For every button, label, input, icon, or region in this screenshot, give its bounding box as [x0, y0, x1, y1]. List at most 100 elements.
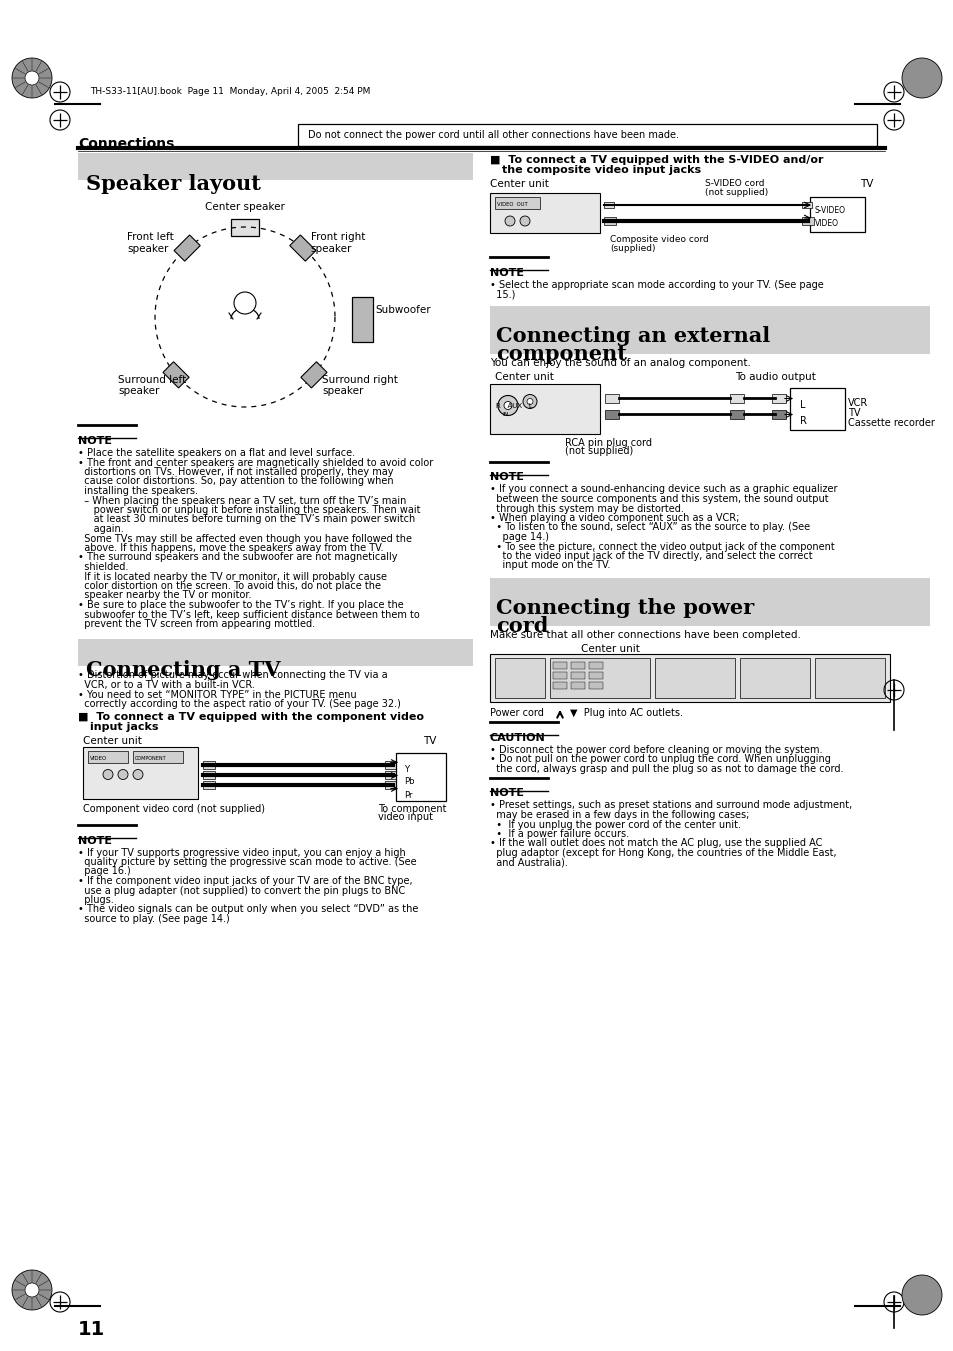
Bar — [490, 384, 599, 434]
Bar — [203, 781, 214, 789]
Text: TV: TV — [422, 736, 436, 747]
Text: NOTE: NOTE — [490, 473, 523, 482]
Text: power switch or unplug it before installing the speakers. Then wait: power switch or unplug it before install… — [78, 505, 420, 515]
Text: quality picture by setting the progressive scan mode to active. (See: quality picture by setting the progressi… — [78, 857, 416, 867]
Bar — [83, 747, 198, 798]
Text: NOTE: NOTE — [490, 789, 523, 798]
Text: • Disconnect the power cord before cleaning or moving the system.: • Disconnect the power cord before clean… — [490, 744, 821, 755]
Bar — [740, 658, 809, 698]
Text: • The surround speakers and the subwoofer are not magnetically: • The surround speakers and the subwoofe… — [78, 553, 397, 562]
Text: ■  To connect a TV equipped with the component video: ■ To connect a TV equipped with the comp… — [78, 712, 423, 723]
Text: page 14.): page 14.) — [490, 532, 548, 542]
Circle shape — [132, 770, 143, 780]
Bar — [603, 218, 616, 226]
Text: input jacks: input jacks — [90, 723, 158, 732]
Text: • If the component video input jacks of your TV are of the BNC type,: • If the component video input jacks of … — [78, 875, 413, 886]
Text: subwoofer to the TV’s left, keep sufficient distance between them to: subwoofer to the TV’s left, keep suffici… — [78, 609, 419, 620]
Text: Make sure that all other connections have been completed.: Make sure that all other connections hav… — [490, 630, 800, 640]
Circle shape — [522, 394, 537, 408]
Bar — [801, 218, 813, 226]
Text: source to play. (See page 14.): source to play. (See page 14.) — [78, 915, 230, 924]
Bar — [550, 658, 649, 698]
Text: • The front and center speakers are magnetically shielded to avoid color: • The front and center speakers are magn… — [78, 458, 433, 467]
Text: the composite video input jacks: the composite video input jacks — [501, 165, 700, 176]
Text: Center speaker: Center speaker — [205, 203, 285, 212]
Bar — [801, 203, 811, 208]
Circle shape — [504, 216, 515, 226]
Text: To audio output: To audio output — [734, 372, 815, 381]
Text: • To listen to the sound, select “AUX” as the source to play. (See: • To listen to the sound, select “AUX” a… — [490, 523, 809, 532]
Bar — [203, 770, 214, 778]
Circle shape — [519, 216, 530, 226]
Bar — [88, 751, 128, 762]
Text: correctly according to the aspect ratio of your TV. (See page 32.): correctly according to the aspect ratio … — [78, 698, 400, 709]
Text: input mode on the TV.: input mode on the TV. — [490, 561, 610, 570]
Bar — [495, 658, 544, 698]
Text: Pr: Pr — [403, 790, 412, 800]
Bar — [352, 297, 373, 342]
Text: Center unit: Center unit — [495, 372, 554, 381]
Circle shape — [526, 399, 533, 404]
Polygon shape — [290, 235, 315, 261]
Text: Connecting an external: Connecting an external — [496, 326, 769, 346]
Bar — [553, 671, 566, 680]
Bar — [490, 654, 889, 703]
Bar — [729, 409, 743, 419]
Bar — [395, 753, 446, 801]
Bar — [655, 658, 734, 698]
Text: Center unit: Center unit — [490, 178, 548, 189]
Text: • You need to set “MONITOR TYPE” in the PICTURE menu: • You need to set “MONITOR TYPE” in the … — [78, 689, 356, 700]
Text: • When playing a video component such as a VCR;: • When playing a video component such as… — [490, 513, 739, 523]
Circle shape — [12, 58, 52, 99]
Text: NOTE: NOTE — [490, 267, 523, 278]
Bar — [571, 682, 584, 689]
Text: (supplied): (supplied) — [609, 245, 655, 253]
Text: may be erased in a few days in the following cases;: may be erased in a few days in the follo… — [490, 811, 749, 820]
Bar — [588, 662, 602, 669]
Text: • Place the satellite speakers on a flat and level surface.: • Place the satellite speakers on a flat… — [78, 449, 355, 458]
Text: Front right
speaker: Front right speaker — [311, 232, 365, 254]
Text: use a plug adapter (not supplied) to convert the pin plugs to BNC: use a plug adapter (not supplied) to con… — [78, 885, 405, 896]
Text: If it is located nearby the TV or monitor, it will probably cause: If it is located nearby the TV or monito… — [78, 571, 387, 581]
Text: TH-S33-11[AU].book  Page 11  Monday, April 4, 2005  2:54 PM: TH-S33-11[AU].book Page 11 Monday, April… — [90, 86, 370, 96]
Text: CAUTION: CAUTION — [490, 734, 545, 743]
Polygon shape — [163, 362, 189, 388]
Bar — [553, 662, 566, 669]
Text: plug adaptor (except for Hong Kong, the countries of the Middle East,: plug adaptor (except for Hong Kong, the … — [490, 848, 836, 858]
Text: color distortion on the screen. To avoid this, do not place the: color distortion on the screen. To avoid… — [78, 581, 380, 590]
Text: the cord, always grasp and pull the plug so as not to damage the cord.: the cord, always grasp and pull the plug… — [490, 765, 842, 774]
Text: VCR: VCR — [847, 397, 867, 408]
Text: speaker nearby the TV or monitor.: speaker nearby the TV or monitor. — [78, 590, 252, 600]
Polygon shape — [173, 235, 200, 261]
Bar — [203, 761, 214, 769]
Circle shape — [497, 396, 517, 416]
Text: (not supplied): (not supplied) — [564, 446, 633, 457]
Text: RCA pin plug cord: RCA pin plug cord — [564, 438, 651, 447]
Text: Composite video cord: Composite video cord — [609, 235, 708, 245]
Text: plugs.: plugs. — [78, 894, 113, 905]
Text: Connecting the power: Connecting the power — [496, 598, 753, 617]
Text: and Australia).: and Australia). — [490, 858, 567, 867]
Text: VIDEO  OUT: VIDEO OUT — [497, 203, 527, 207]
Bar — [588, 671, 602, 680]
Bar — [78, 153, 473, 180]
Text: You can enjoy the sound of an analog component.: You can enjoy the sound of an analog com… — [490, 358, 750, 367]
Bar — [789, 388, 844, 430]
Text: • If your TV supports progressive video input, you can enjoy a high: • If your TV supports progressive video … — [78, 847, 405, 858]
Text: R   AUX   L: R AUX L — [496, 404, 532, 409]
Bar — [771, 393, 785, 403]
Text: VCR, or to a TV with a built-in VCR.: VCR, or to a TV with a built-in VCR. — [78, 680, 254, 690]
Text: Pb: Pb — [403, 777, 414, 786]
Text: NOTE: NOTE — [78, 436, 112, 446]
Text: Surround right
speaker: Surround right speaker — [321, 374, 397, 396]
Bar — [132, 751, 183, 762]
Text: Speaker layout: Speaker layout — [86, 174, 260, 195]
Text: • Distortion of picture may occur when connecting the TV via a: • Distortion of picture may occur when c… — [78, 670, 387, 681]
Text: COMPONENT: COMPONENT — [135, 755, 167, 761]
Bar — [571, 671, 584, 680]
Bar — [297, 124, 876, 146]
Text: TV: TV — [859, 178, 872, 189]
Text: at least 30 minutes before turning on the TV’s main power switch: at least 30 minutes before turning on th… — [78, 515, 415, 524]
Text: VIDEO: VIDEO — [814, 219, 838, 228]
Polygon shape — [300, 362, 327, 388]
